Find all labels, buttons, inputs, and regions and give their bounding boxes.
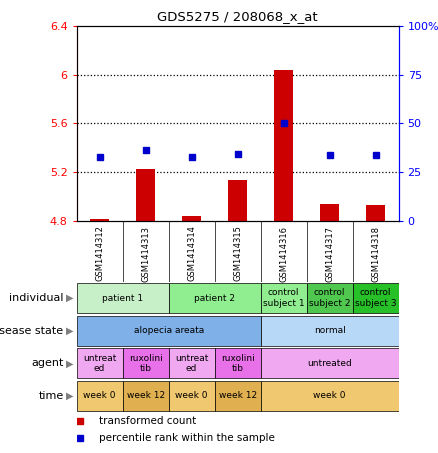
Text: patient 2: patient 2 (194, 294, 235, 303)
Bar (261, 316, 399, 346)
Bar (169, 283, 261, 313)
Bar (353, 283, 399, 313)
Bar (169, 381, 215, 411)
Bar (77, 316, 261, 346)
Text: week 12: week 12 (127, 391, 165, 400)
Text: percentile rank within the sample: percentile rank within the sample (99, 433, 275, 443)
Bar (261, 348, 399, 378)
Text: ruxolini
tib: ruxolini tib (221, 354, 254, 373)
Bar (77, 283, 169, 313)
Text: control
subject 2: control subject 2 (309, 289, 350, 308)
Title: GDS5275 / 208068_x_at: GDS5275 / 208068_x_at (157, 10, 318, 23)
Text: normal: normal (314, 326, 346, 335)
Text: agent: agent (31, 358, 64, 368)
Text: week 0: week 0 (83, 391, 116, 400)
Text: week 0: week 0 (313, 391, 346, 400)
Text: individual: individual (9, 293, 64, 303)
Text: untreated: untreated (307, 359, 352, 368)
Text: GSM1414313: GSM1414313 (141, 226, 150, 281)
Bar (90, 219, 109, 221)
Text: GSM1414315: GSM1414315 (233, 226, 242, 281)
Bar (77, 348, 123, 378)
Text: ▶: ▶ (66, 326, 74, 336)
Bar (136, 169, 155, 221)
Text: GSM1414318: GSM1414318 (371, 226, 380, 281)
Bar (229, 180, 247, 221)
Bar (320, 203, 339, 221)
Bar (215, 348, 261, 378)
Text: GSM1414317: GSM1414317 (325, 226, 334, 281)
Text: time: time (38, 391, 64, 401)
Text: ▶: ▶ (66, 293, 74, 303)
Text: ▶: ▶ (66, 358, 74, 368)
Text: ruxolini
tib: ruxolini tib (129, 354, 162, 373)
Bar (182, 216, 201, 221)
Bar (123, 348, 169, 378)
Text: GSM1414316: GSM1414316 (279, 226, 288, 281)
Bar (77, 381, 123, 411)
Bar (307, 283, 353, 313)
Bar (366, 205, 385, 221)
Text: patient 1: patient 1 (102, 294, 143, 303)
Text: untreat
ed: untreat ed (83, 354, 117, 373)
Bar (169, 348, 215, 378)
Text: week 0: week 0 (175, 391, 208, 400)
Text: alopecia areata: alopecia areata (134, 326, 204, 335)
Text: untreat
ed: untreat ed (175, 354, 208, 373)
Text: disease state: disease state (0, 326, 64, 336)
Bar (261, 381, 399, 411)
Text: week 12: week 12 (219, 391, 257, 400)
Text: control
subject 1: control subject 1 (263, 289, 304, 308)
Bar (274, 70, 293, 221)
Text: control
subject 3: control subject 3 (355, 289, 396, 308)
Bar (261, 283, 307, 313)
Bar (215, 381, 261, 411)
Text: transformed count: transformed count (99, 416, 196, 426)
Text: ▶: ▶ (66, 391, 74, 401)
Bar (123, 381, 169, 411)
Text: GSM1414314: GSM1414314 (187, 226, 196, 281)
Text: GSM1414312: GSM1414312 (95, 226, 104, 281)
